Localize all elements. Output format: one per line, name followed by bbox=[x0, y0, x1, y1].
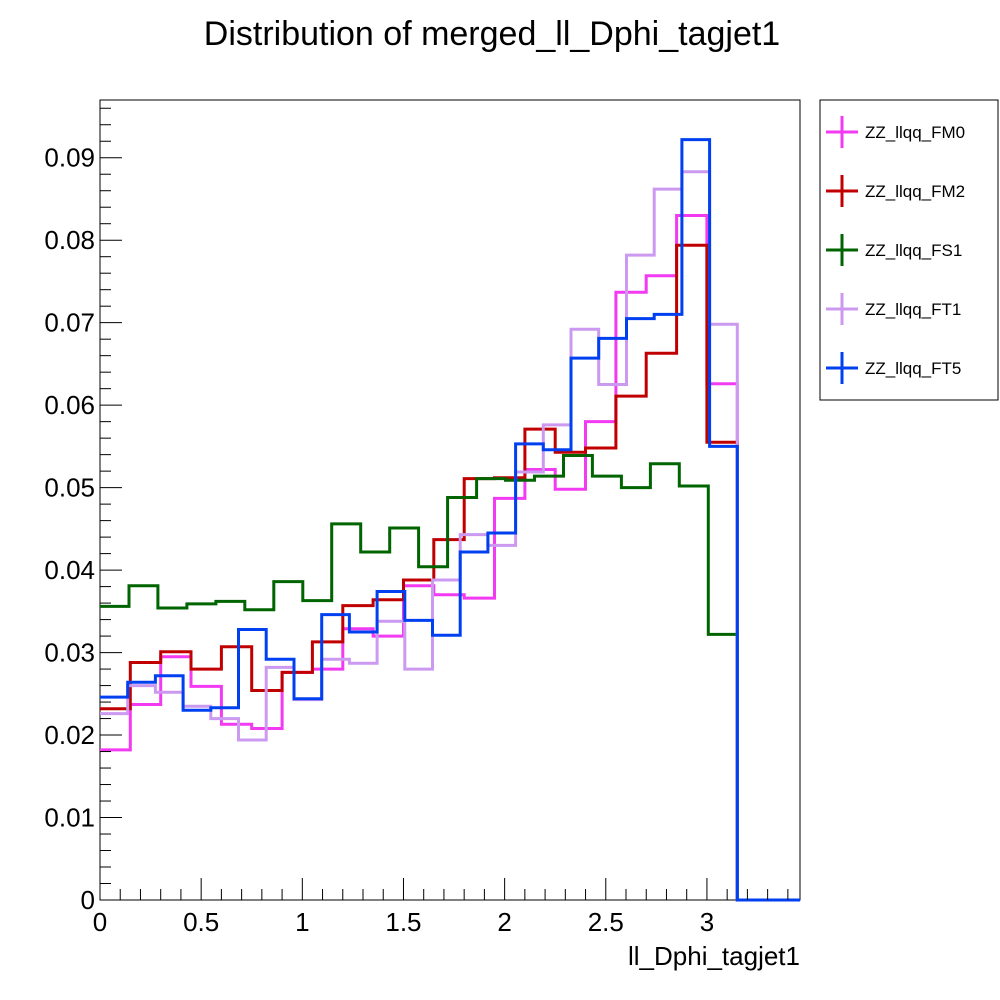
legend-entry: ZZ_llqq_FT5 bbox=[826, 352, 961, 384]
series-layer bbox=[100, 138, 800, 902]
legend-label: ZZ_llqq_FT5 bbox=[865, 359, 961, 378]
legend-label: ZZ_llqq_FM2 bbox=[865, 182, 965, 201]
y-tick-label: 0.05 bbox=[44, 473, 95, 503]
y-tick-label: 0.08 bbox=[44, 225, 95, 255]
x-tick-label: 1.5 bbox=[385, 907, 421, 937]
y-tick-label: 0.02 bbox=[44, 720, 95, 750]
y-tick-label: 0.03 bbox=[44, 638, 95, 668]
legend-entry: ZZ_llqq_FM2 bbox=[826, 175, 965, 207]
legend-label: ZZ_llqq_FM0 bbox=[865, 123, 965, 142]
series-line-ZZ_llqq_FT5 bbox=[100, 138, 800, 902]
y-tick-label: 0 bbox=[81, 885, 95, 915]
x-tick-label: 1 bbox=[295, 907, 309, 937]
plot-frame bbox=[99, 99, 801, 901]
plot-area-border bbox=[99, 99, 801, 901]
y-tick-label: 0.07 bbox=[44, 308, 95, 338]
legend-entry: ZZ_llqq_FT1 bbox=[826, 293, 961, 325]
legend-box bbox=[819, 99, 999, 401]
legend-label: ZZ_llqq_FS1 bbox=[865, 241, 962, 260]
y-tick-label: 0.04 bbox=[44, 555, 95, 585]
x-tick-label: 2 bbox=[497, 907, 511, 937]
y-tick-label: 0.09 bbox=[44, 143, 95, 173]
x-tick-label: 3 bbox=[700, 907, 714, 937]
chart-title: Distribution of merged_ll_Dphi_tagjet1 bbox=[204, 15, 780, 53]
legend-entry: ZZ_llqq_FS1 bbox=[826, 234, 962, 266]
legend-entry: ZZ_llqq_FM0 bbox=[826, 116, 965, 148]
series-line-ZZ_llqq_FM2 bbox=[100, 243, 800, 902]
x-axis: 0 0.5 1 1.5 2 2.5 3 bbox=[93, 878, 789, 937]
legend-label: ZZ_llqq_FT1 bbox=[865, 300, 961, 319]
x-tick-label: 0.5 bbox=[183, 907, 219, 937]
y-tick-label: 0.06 bbox=[44, 390, 95, 420]
y-tick-label: 0.01 bbox=[44, 803, 95, 833]
x-axis-label: ll_Dphi_tagjet1 bbox=[628, 941, 800, 971]
series-line-ZZ_llqq_FS1 bbox=[100, 454, 800, 902]
x-tick-label: 2.5 bbox=[588, 907, 624, 937]
legend: ZZ_llqq_FM0 ZZ_llqq_FM2 ZZ_llqq_FS1 ZZ_llqq… bbox=[819, 99, 999, 401]
y-axis: 0 0.01 0.02 0.03 0.04 0.05 0.06 0.07 0.08 0.09 bbox=[44, 107, 122, 915]
x-tick-label: 0 bbox=[93, 907, 107, 937]
